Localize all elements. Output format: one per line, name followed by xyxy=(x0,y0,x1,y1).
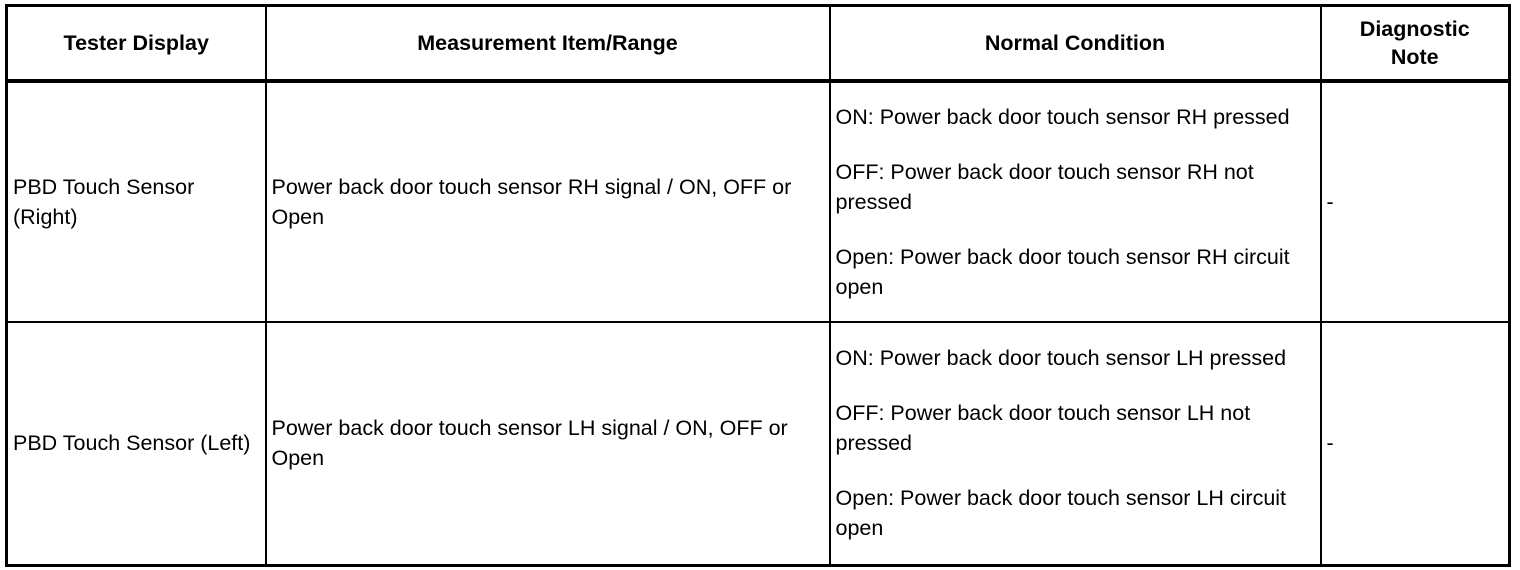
condition-off: OFF: Power back door touch sensor RH not… xyxy=(835,160,1254,214)
diagnostic-note-cell: - xyxy=(1319,321,1511,566)
header-normal-condition: Normal Condition xyxy=(828,4,1322,83)
header-measurement: Measurement Item/Range xyxy=(264,4,831,83)
condition-off: OFF: Power back door touch sensor LH not… xyxy=(835,401,1251,456)
condition-open: Open: Power back door touch sensor LH ci… xyxy=(835,486,1287,541)
condition-open: Open: Power back door touch sensor RH ci… xyxy=(835,245,1290,299)
condition-on: ON: Power back door touch sensor RH pres… xyxy=(835,105,1290,129)
measurement-cell: Power back door touch sensor RH signal /… xyxy=(264,80,831,323)
header-tester-display: Tester Display xyxy=(5,4,267,83)
data-list-table: Tester Display Measurement Item/Range No… xyxy=(5,4,1511,567)
header-diagnostic-note: Diagnostic Note xyxy=(1319,4,1511,83)
table-row: PBD Touch Sensor (Left) Power back door … xyxy=(5,321,1511,566)
measurement-cell: Power back door touch sensor LH signal /… xyxy=(264,321,831,566)
normal-condition-cell: ON: Power back door touch sensor RH pres… xyxy=(828,80,1322,323)
normal-condition-cell: ON: Power back door touch sensor LH pres… xyxy=(828,321,1322,566)
tester-display-cell: PBD Touch Sensor (Right) xyxy=(5,80,267,323)
header-row: Tester Display Measurement Item/Range No… xyxy=(5,4,1511,83)
table-row: PBD Touch Sensor (Right) Power back door… xyxy=(5,80,1511,323)
condition-on: ON: Power back door touch sensor LH pres… xyxy=(835,346,1287,371)
tester-display-cell: PBD Touch Sensor (Left) xyxy=(5,321,267,566)
diagnostic-note-cell: - xyxy=(1319,80,1511,323)
